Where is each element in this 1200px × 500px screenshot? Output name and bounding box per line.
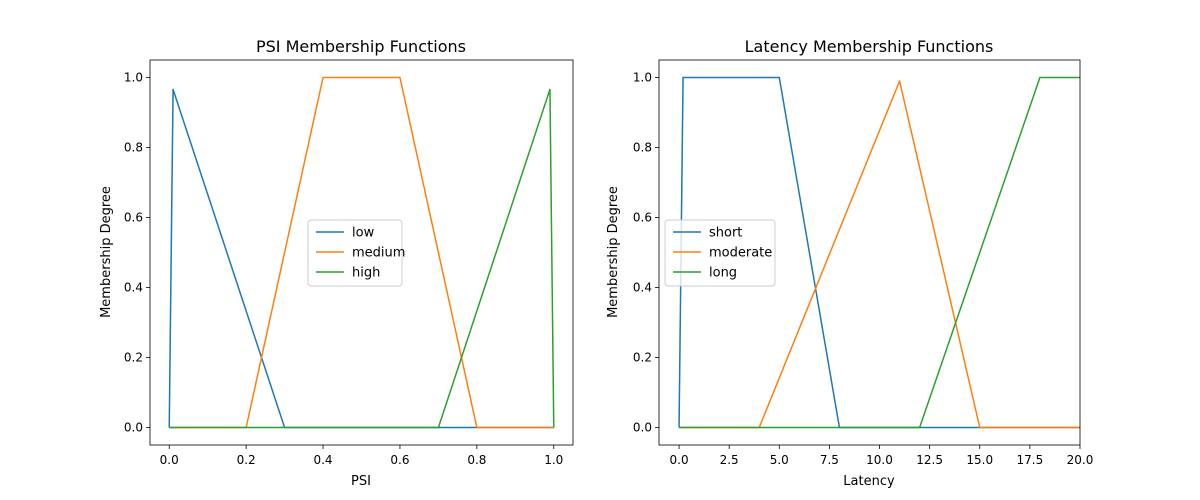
- y-tick-label: 0.6: [633, 211, 652, 225]
- y-tick-label: 0.2: [633, 351, 652, 365]
- y-axis-label: Membership Degree: [606, 186, 621, 318]
- legend-label: high: [352, 266, 380, 281]
- x-tick-label: 5.0: [770, 453, 789, 467]
- y-tick-label: 0.0: [124, 421, 143, 435]
- y-axis-label: Membership Degree: [99, 186, 114, 318]
- psi-chart-panel: PSI Membership Functions PSI Membership …: [99, 37, 574, 489]
- plot-area: [678, 76, 1080, 429]
- x-tick-label: 2.5: [720, 453, 739, 467]
- x-tick-label: 7.5: [820, 453, 839, 467]
- x-tick-label: 0.2: [237, 453, 256, 467]
- series-line-long: [679, 76, 1080, 429]
- y-tick-label: 0.8: [124, 141, 143, 155]
- legend-label: short: [709, 226, 742, 241]
- x-tick-label: 0.8: [467, 453, 486, 467]
- x-tick-label: 0.0: [670, 453, 689, 467]
- legend-box: [664, 219, 776, 287]
- y-tick-label: 0.2: [124, 351, 143, 365]
- x-tick-label: 17.5: [1017, 453, 1044, 467]
- plot-area: [168, 76, 555, 429]
- y-tick-label: 0.4: [633, 281, 652, 295]
- y-tick-label: 1.0: [633, 71, 652, 85]
- legend-label: moderate: [709, 246, 772, 261]
- x-axis-label: PSI: [351, 474, 371, 489]
- axes-frame: [658, 59, 1081, 446]
- y-tick-label: 0.0: [633, 421, 652, 435]
- y-tick-label: 0.4: [124, 281, 143, 295]
- x-tick-label: 0.4: [313, 453, 332, 467]
- y-tick-label: 1.0: [124, 71, 143, 85]
- y-tick-label: 0.6: [124, 211, 143, 225]
- latency-chart-panel: Latency Membership Functions Latency Mem…: [606, 37, 1093, 489]
- legend-label: medium: [352, 246, 405, 261]
- legend: short moderate long: [664, 219, 776, 287]
- x-axis-label: Latency: [843, 474, 895, 489]
- legend-label: low: [352, 226, 375, 241]
- x-tick-label: 12.5: [916, 453, 943, 467]
- chart-title: Latency Membership Functions: [745, 37, 994, 56]
- x-tick-label: 20.0: [1067, 453, 1094, 467]
- x-tick-label: 10.0: [866, 453, 893, 467]
- x-tick-label: 0.6: [390, 453, 409, 467]
- x-tick-label: 1.0: [544, 453, 563, 467]
- legend-label: long: [709, 266, 737, 281]
- y-tick-label: 0.8: [633, 141, 652, 155]
- x-tick-label: 0.0: [160, 453, 179, 467]
- legend: low medium high: [307, 219, 405, 287]
- axes-frame: [149, 59, 574, 446]
- chart-title: PSI Membership Functions: [256, 37, 466, 56]
- series-line-high: [169, 88, 555, 429]
- x-tick-label: 15.0: [966, 453, 993, 467]
- legend-box: [307, 219, 403, 287]
